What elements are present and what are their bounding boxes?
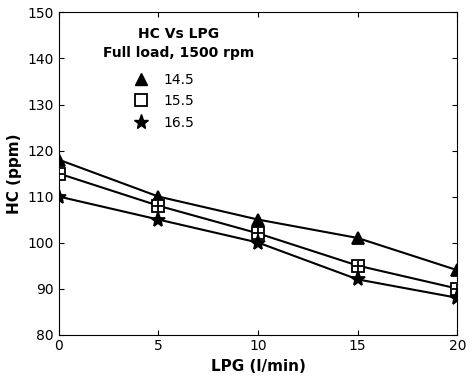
Text: Full load, 1500 rpm: Full load, 1500 rpm xyxy=(103,46,254,60)
Text: HC Vs LPG: HC Vs LPG xyxy=(138,27,219,41)
Legend: 14.5, 15.5, 16.5: 14.5, 15.5, 16.5 xyxy=(136,72,194,130)
X-axis label: LPG (l/min): LPG (l/min) xyxy=(210,359,306,374)
Y-axis label: HC (ppm): HC (ppm) xyxy=(7,133,22,214)
